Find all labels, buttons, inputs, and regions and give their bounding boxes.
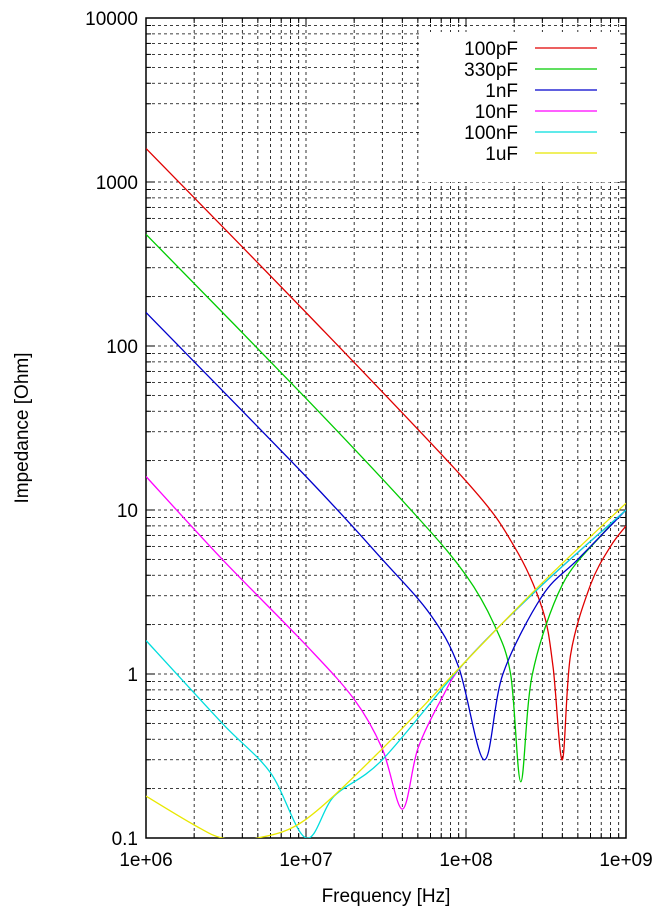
y-tick-label: 0.1 [112,829,138,850]
x-tick-label: 1e+09 [599,850,652,871]
legend-label: 1uF [485,144,518,165]
y-tick-labels: 0.1 1 10 100 1000 10000 [85,9,138,850]
y-tick-label: 10 [117,501,138,522]
x-tick-label: 1e+07 [279,850,332,871]
legend-background [420,32,620,182]
series-line-10nF [146,476,626,810]
x-tick-label: 1e+06 [119,850,172,871]
series-line-1nF [146,312,626,761]
x-tick-labels: 1e+06 1e+07 1e+08 1e+09 [119,850,652,871]
x-tick-label: 1e+08 [439,850,492,871]
plot-frame [145,17,627,839]
series-line-100pF [146,148,626,761]
axis-ticks [146,18,626,838]
legend-label: 100nF [464,123,518,144]
y-axis-label: Impedance [Ohm] [12,352,33,503]
legend-label: 100pF [464,39,518,60]
legend-label: 1nF [485,81,518,102]
y-tick-label: 1000 [96,173,138,194]
x-axis-label: Frequency [Hz] [322,886,451,907]
legend-label: 10nF [475,102,518,123]
y-tick-label: 1 [127,665,138,686]
y-tick-label: 10000 [85,9,138,30]
series-line-330pF [146,233,626,783]
series-group [146,148,626,838]
series-line-1uF [146,502,626,838]
legend-label: 330pF [464,60,518,81]
y-tick-label: 100 [106,337,138,358]
grid [146,18,626,838]
series-line-100nF [146,509,626,838]
